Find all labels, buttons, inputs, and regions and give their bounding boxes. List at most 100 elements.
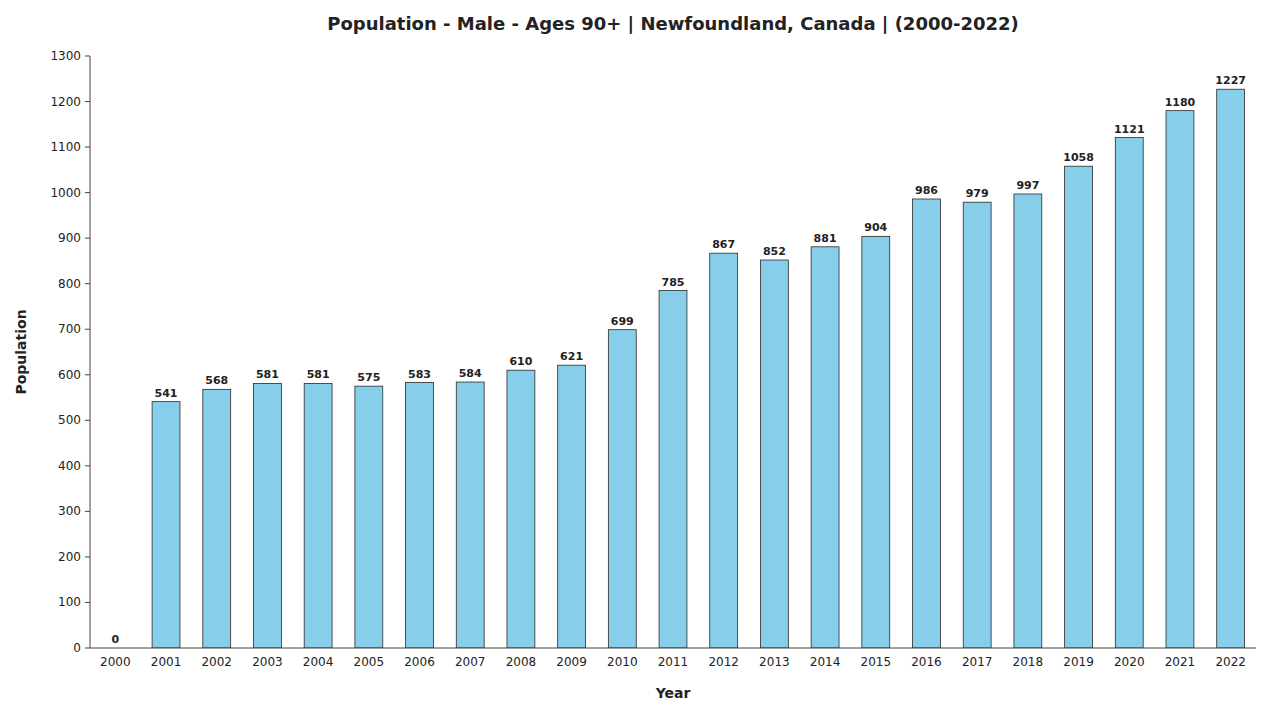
y-tick bbox=[85, 602, 90, 603]
data-label: 575 bbox=[357, 371, 380, 384]
y-tick-label: 600 bbox=[58, 368, 81, 382]
data-label: 1121 bbox=[1114, 123, 1145, 136]
bar bbox=[253, 383, 281, 648]
x-tick-label: 2017 bbox=[962, 655, 993, 669]
x-tick-label: 2014 bbox=[810, 655, 841, 669]
bar bbox=[1217, 89, 1245, 648]
y-tick bbox=[85, 511, 90, 512]
data-label: 568 bbox=[205, 374, 228, 387]
y-tick bbox=[85, 329, 90, 330]
x-tick-label: 2008 bbox=[506, 655, 537, 669]
y-tick-label: 100 bbox=[58, 595, 81, 609]
x-tick-label: 2022 bbox=[1215, 655, 1246, 669]
x-tick-label: 2013 bbox=[759, 655, 790, 669]
y-tick-label: 1200 bbox=[50, 95, 81, 109]
chart-title: Population - Male - Ages 90+ | Newfoundl… bbox=[327, 13, 1019, 34]
x-tick-label: 2015 bbox=[861, 655, 892, 669]
bar bbox=[862, 236, 890, 648]
data-label: 610 bbox=[509, 355, 532, 368]
x-axis: 2000200120022003200420052006200720082009… bbox=[100, 655, 1246, 669]
bar bbox=[963, 202, 991, 648]
bar bbox=[1115, 138, 1143, 648]
data-label: 979 bbox=[966, 187, 989, 200]
bar bbox=[913, 199, 941, 648]
data-label: 785 bbox=[662, 276, 685, 289]
x-tick-label: 2003 bbox=[252, 655, 283, 669]
y-tick-label: 1000 bbox=[50, 186, 81, 200]
bar bbox=[507, 370, 535, 648]
x-tick-label: 2007 bbox=[455, 655, 486, 669]
x-tick-label: 2012 bbox=[708, 655, 739, 669]
x-tick-label: 2021 bbox=[1165, 655, 1196, 669]
chart-svg: Population - Male - Ages 90+ | Newfoundl… bbox=[0, 0, 1280, 720]
bar bbox=[811, 247, 839, 648]
y-tick-label: 700 bbox=[58, 322, 81, 336]
y-tick bbox=[85, 238, 90, 239]
bar bbox=[406, 383, 434, 648]
bar bbox=[558, 365, 586, 648]
y-tick-label: 200 bbox=[58, 550, 81, 564]
data-label: 986 bbox=[915, 184, 938, 197]
y-axis: 0 100 200 300 400 500 600 700 800 900 1000 1100 1200… bbox=[50, 49, 90, 655]
data-label: 581 bbox=[256, 368, 279, 381]
x-tick-label: 2000 bbox=[100, 655, 131, 669]
bars bbox=[152, 89, 1244, 648]
data-labels: 0541568581581575583584610621699785867852… bbox=[112, 74, 1246, 646]
data-label: 0 bbox=[112, 633, 120, 646]
y-tick bbox=[85, 283, 90, 284]
x-tick-label: 2005 bbox=[354, 655, 385, 669]
bar bbox=[1065, 166, 1093, 648]
bar bbox=[659, 291, 687, 648]
y-tick-label: 300 bbox=[58, 504, 81, 518]
y-tick bbox=[85, 648, 90, 649]
y-axis-line bbox=[90, 56, 91, 648]
y-axis-label: Population bbox=[13, 309, 29, 394]
data-label: 997 bbox=[1016, 179, 1039, 192]
y-tick-label: 1100 bbox=[50, 140, 81, 154]
y-tick bbox=[85, 420, 90, 421]
x-tick-label: 2018 bbox=[1013, 655, 1044, 669]
data-label: 541 bbox=[155, 387, 178, 400]
bar bbox=[152, 402, 180, 648]
y-tick bbox=[85, 556, 90, 557]
x-tick-label: 2019 bbox=[1063, 655, 1094, 669]
data-label: 621 bbox=[560, 350, 583, 363]
data-label: 852 bbox=[763, 245, 786, 258]
y-tick bbox=[85, 147, 90, 148]
bar bbox=[710, 253, 738, 648]
y-tick-label: 800 bbox=[58, 277, 81, 291]
y-tick bbox=[85, 374, 90, 375]
data-label: 1180 bbox=[1165, 96, 1196, 109]
data-label: 581 bbox=[307, 368, 330, 381]
x-tick-label: 2002 bbox=[201, 655, 232, 669]
y-tick bbox=[85, 56, 90, 57]
bar bbox=[760, 260, 788, 648]
x-tick-label: 2004 bbox=[303, 655, 334, 669]
y-tick-label: 0 bbox=[73, 641, 81, 655]
chart-container: Population - Male - Ages 90+ | Newfoundl… bbox=[0, 0, 1280, 720]
y-tick-label: 1300 bbox=[50, 49, 81, 63]
x-tick-label: 2011 bbox=[658, 655, 689, 669]
x-tick-label: 2006 bbox=[404, 655, 435, 669]
y-tick-label: 500 bbox=[58, 413, 81, 427]
data-label: 904 bbox=[864, 221, 887, 234]
y-tick bbox=[85, 101, 90, 102]
data-label: 699 bbox=[611, 315, 634, 328]
y-tick-label: 900 bbox=[58, 231, 81, 245]
data-label: 881 bbox=[814, 232, 837, 245]
bar bbox=[1014, 194, 1042, 648]
x-axis-label: Year bbox=[655, 685, 691, 701]
x-tick-label: 2009 bbox=[556, 655, 587, 669]
y-tick-label: 400 bbox=[58, 459, 81, 473]
data-label: 583 bbox=[408, 368, 431, 381]
x-axis-line bbox=[90, 648, 1256, 649]
x-tick-label: 2020 bbox=[1114, 655, 1145, 669]
bar bbox=[355, 386, 383, 648]
bar bbox=[456, 382, 484, 648]
y-tick bbox=[85, 465, 90, 466]
x-tick-label: 2010 bbox=[607, 655, 638, 669]
bar bbox=[608, 330, 636, 648]
x-tick-label: 2016 bbox=[911, 655, 942, 669]
y-tick bbox=[85, 192, 90, 193]
data-label: 867 bbox=[712, 238, 735, 251]
